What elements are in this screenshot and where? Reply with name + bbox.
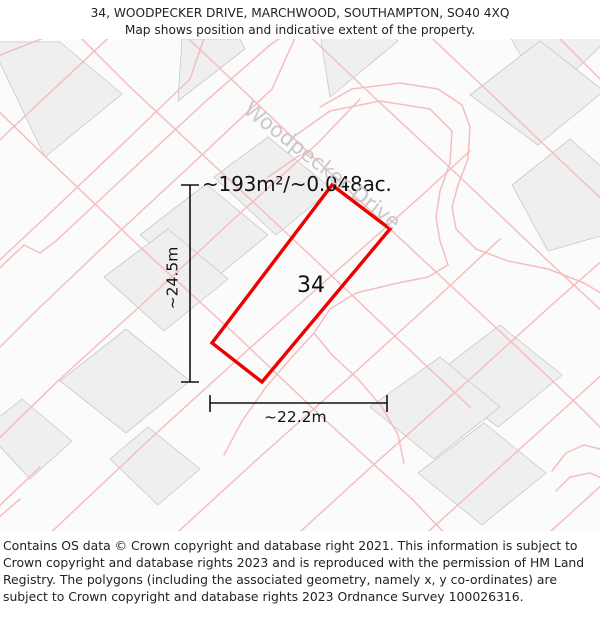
copyright-text: Contains OS data © Crown copyright and d… xyxy=(3,538,585,605)
parcel-boundaries xyxy=(0,39,600,531)
width-dimension-label: ~22.2m xyxy=(264,408,327,426)
building-polygons xyxy=(0,39,600,526)
plot-number-label: 34 xyxy=(297,273,325,298)
height-dimension-label: ~24.5m xyxy=(163,246,182,310)
vertical-dimension-line xyxy=(181,184,199,383)
horizontal-dimension-line xyxy=(209,395,388,412)
copyright-footer: Contains OS data © Crown copyright and d… xyxy=(0,531,600,606)
map-subtitle: Map shows position and indicative extent… xyxy=(124,23,476,37)
property-map[interactable]: ~193m²/~0.048ac. 34 ~22.2m ~24.5m Woodpe… xyxy=(0,39,600,531)
area-label: ~193m²/~0.048ac. xyxy=(202,172,392,196)
property-boundary-polygon xyxy=(209,182,393,385)
property-address: 34, WOODPECKER DRIVE, MARCHWOOD, SOUTHAM… xyxy=(90,6,510,20)
map-header: 34, WOODPECKER DRIVE, MARCHWOOD, SOUTHAM… xyxy=(0,0,600,39)
map-canvas xyxy=(0,39,600,531)
